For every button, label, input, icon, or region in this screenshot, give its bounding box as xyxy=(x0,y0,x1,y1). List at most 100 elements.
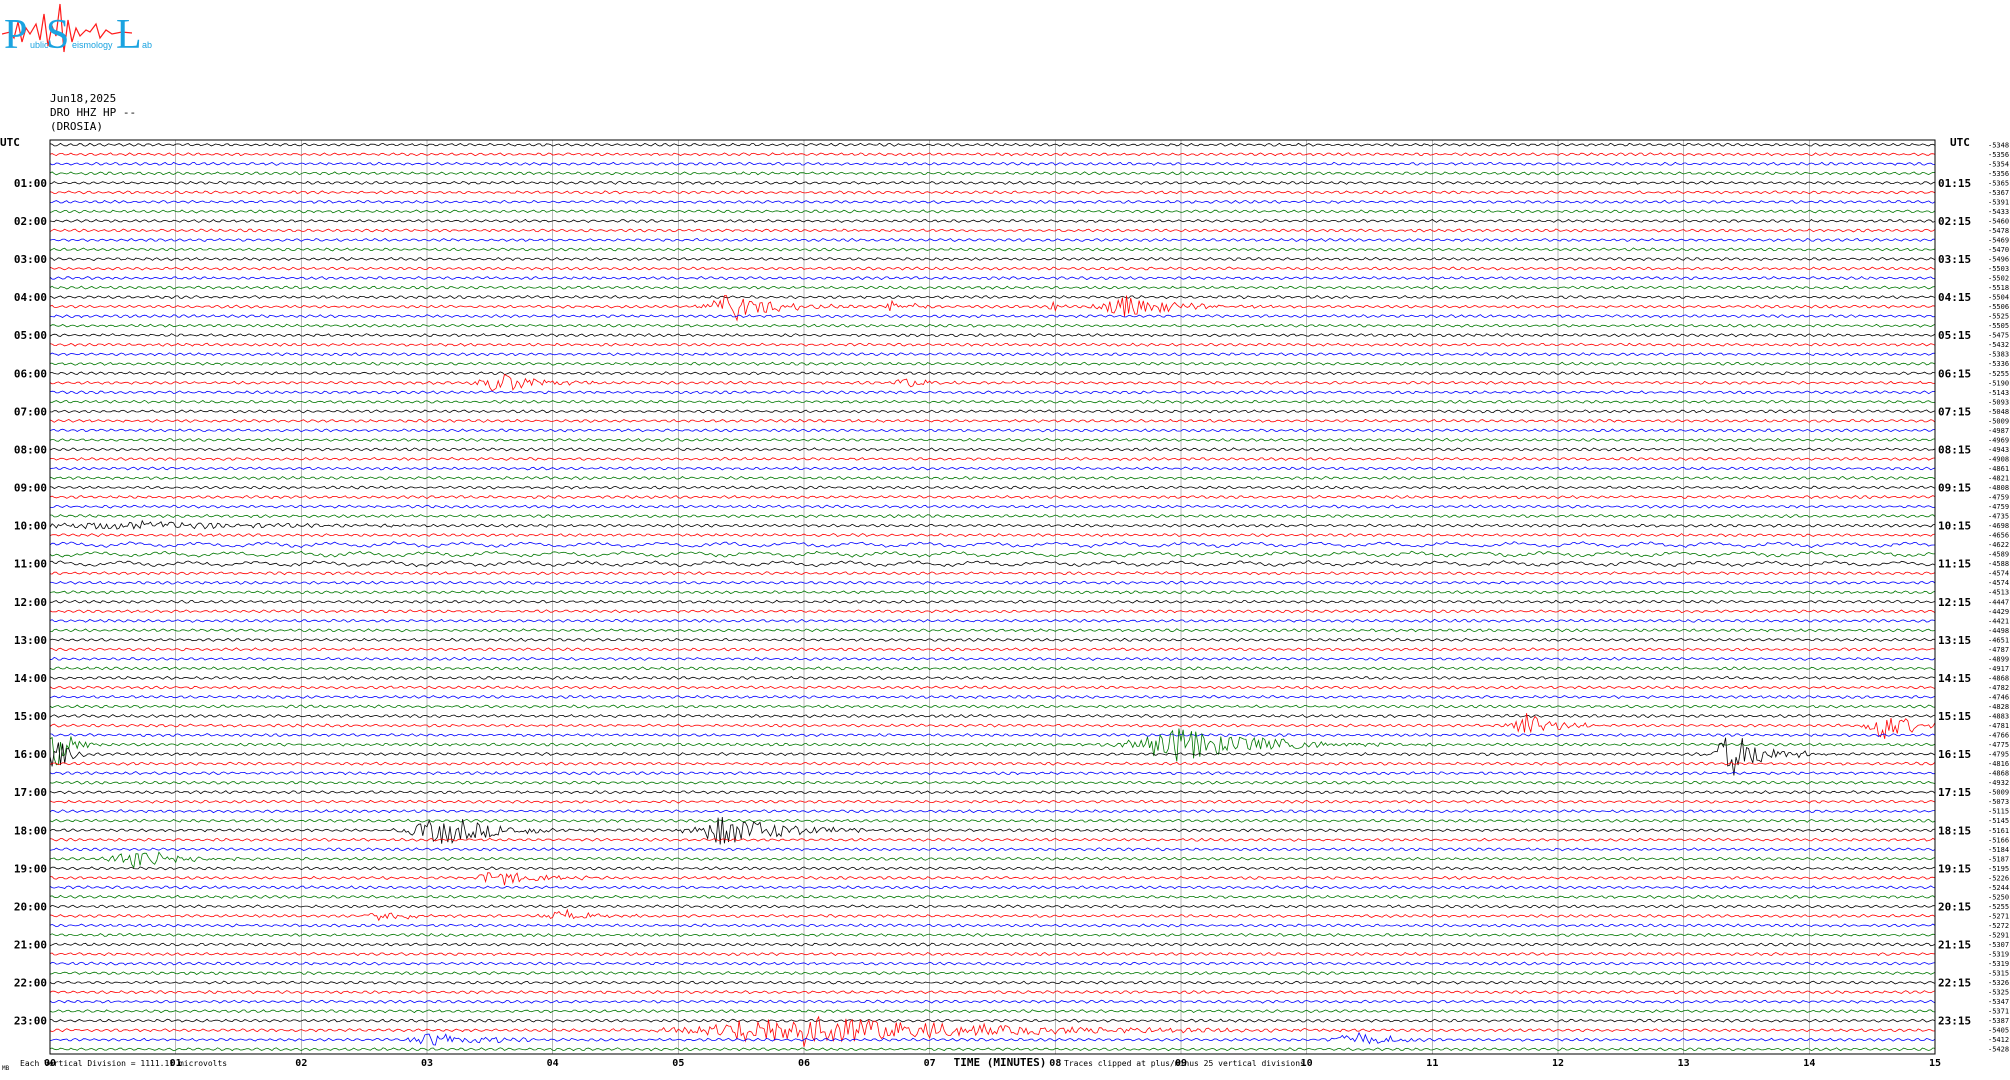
trace-offset-label: -5428 xyxy=(1988,1046,2009,1054)
trace-offset-label: -5326 xyxy=(1988,979,2009,987)
seismic-trace-66 xyxy=(49,771,1935,776)
seismic-trace-31 xyxy=(49,437,1936,442)
seismic-trace-73 xyxy=(49,837,1936,842)
trace-offset-label: -5145 xyxy=(1988,817,2009,825)
seismic-trace-60 xyxy=(49,714,1936,718)
seismic-trace-46 xyxy=(49,580,1936,585)
trace-offset-label: -5478 xyxy=(1988,227,2009,235)
trace-offset-label: -5336 xyxy=(1988,360,2009,368)
trace-offset-label: -4868 xyxy=(1988,770,2009,778)
x-tick-label: 14 xyxy=(1803,1058,1815,1069)
left-hour-label: 21:00 xyxy=(14,939,47,952)
trace-offset-label: -5348 xyxy=(1988,141,2009,149)
seismic-trace-58 xyxy=(49,695,1936,700)
right-hour-label: 09:15 xyxy=(1938,482,1971,495)
seismic-trace-48 xyxy=(50,599,1936,604)
trace-offset-label: -5504 xyxy=(1988,294,2009,302)
seismic-trace-33 xyxy=(49,457,1936,461)
x-tick-label: 09 xyxy=(1175,1058,1187,1069)
left-hour-label: 22:00 xyxy=(14,977,47,990)
seismic-trace-51 xyxy=(49,628,1936,633)
right-hour-label: 07:15 xyxy=(1938,405,1971,418)
seismic-trace-86 xyxy=(49,961,1936,966)
trace-offset-label: -4421 xyxy=(1988,617,2009,625)
left-hour-label: 14:00 xyxy=(14,672,47,685)
trace-offset-label: -4943 xyxy=(1988,446,2009,454)
x-tick-label: 03 xyxy=(421,1058,433,1069)
right-hour-label: 05:15 xyxy=(1938,329,1971,342)
seismic-trace-85 xyxy=(49,951,1936,957)
seismic-trace-50 xyxy=(49,618,1936,623)
trace-offset-label: -4816 xyxy=(1988,760,2009,768)
trace-offset-label: -5009 xyxy=(1988,789,2009,797)
seismic-trace-1 xyxy=(49,152,1936,157)
trace-offset-label: -4821 xyxy=(1988,474,2009,482)
seismic-trace-5 xyxy=(49,190,1936,195)
seismic-trace-44 xyxy=(50,560,1936,568)
seismic-trace-94 xyxy=(49,1031,1936,1046)
trace-offset-label: -5255 xyxy=(1988,903,2009,911)
trace-offset-label: -4622 xyxy=(1988,541,2009,549)
trace-offset-label: -5319 xyxy=(1988,960,2009,968)
x-tick-label: 08 xyxy=(1049,1058,1061,1069)
seismic-traces xyxy=(49,142,1936,1052)
right-hour-label: 23:15 xyxy=(1938,1015,1971,1028)
seismic-trace-74 xyxy=(49,847,1936,852)
trace-offset-label: -5387 xyxy=(1988,1017,2009,1025)
trace-offset-label: -4651 xyxy=(1988,636,2009,644)
seismic-trace-84 xyxy=(49,942,1936,947)
scale-note: Each Vertical Division = 1111.11 microvo… xyxy=(20,1059,227,1068)
seismic-trace-35 xyxy=(49,476,1936,480)
left-hour-label: 02:00 xyxy=(14,215,47,228)
seismic-trace-75 xyxy=(49,851,1936,869)
logo-word-eismology: eismology xyxy=(72,40,113,50)
right-hour-label: 12:15 xyxy=(1938,596,1971,609)
header-station: (DROSIA) xyxy=(50,120,103,133)
seismic-trace-95 xyxy=(49,1047,1936,1052)
trace-offset-label: -4447 xyxy=(1988,598,2009,606)
trace-offset-label: -4795 xyxy=(1988,751,2009,759)
trace-offset-label: -5383 xyxy=(1988,351,2009,359)
seismic-trace-6 xyxy=(49,199,1936,204)
seismic-trace-70 xyxy=(49,809,1935,814)
header-date: Jun18,2025 xyxy=(50,92,117,105)
trace-offset-label: -5271 xyxy=(1988,912,2009,920)
trace-offset-label: -4498 xyxy=(1988,627,2009,635)
seismic-trace-52 xyxy=(49,637,1935,642)
seismic-trace-8 xyxy=(49,218,1936,223)
seismic-trace-29 xyxy=(49,418,1936,423)
seismic-trace-30 xyxy=(49,428,1936,433)
seismic-trace-64 xyxy=(49,737,1936,776)
right-hour-label: 18:15 xyxy=(1938,824,1971,837)
trace-offset-label: -4899 xyxy=(1988,655,2009,663)
seismic-trace-55 xyxy=(49,666,1936,671)
seismic-trace-19 xyxy=(49,323,1936,328)
seismic-trace-34 xyxy=(49,466,1936,471)
seismic-trace-88 xyxy=(49,980,1936,985)
seismic-trace-45 xyxy=(49,571,1936,576)
clip-note: Traces clipped at plus/minus 25 vertical… xyxy=(1064,1059,1305,1068)
left-utc-label: UTC xyxy=(0,136,20,149)
trace-offset-label: -5505 xyxy=(1988,322,2009,330)
seismic-trace-27 xyxy=(49,399,1936,404)
left-hour-label: 05:00 xyxy=(14,329,47,342)
logo-word-ublic: ublic xyxy=(30,40,49,50)
right-utc-label: UTC xyxy=(1950,136,1970,149)
corner-mark: MB xyxy=(2,1065,10,1072)
seismic-trace-69 xyxy=(49,799,1936,804)
seismic-trace-16 xyxy=(49,295,1936,300)
seismic-trace-40 xyxy=(49,519,1936,530)
seismic-trace-9 xyxy=(49,228,1936,233)
seismic-trace-3 xyxy=(49,171,1936,176)
x-tick-label: 13 xyxy=(1678,1058,1690,1069)
seismic-trace-57 xyxy=(49,685,1936,690)
seismic-trace-15 xyxy=(49,285,1936,290)
trace-offset-label: -5405 xyxy=(1988,1027,2009,1035)
x-tick-label: 12 xyxy=(1552,1058,1564,1069)
trace-offset-label: -4656 xyxy=(1988,532,2009,540)
seismic-trace-54 xyxy=(49,656,1936,661)
axis-labels: 00 01 02 03 04 05 06 07 08 09 10 11 12 13 14 15 01:00 02:… xyxy=(14,141,2009,1069)
seismic-trace-92 xyxy=(49,1018,1936,1023)
seismic-trace-89 xyxy=(49,990,1936,995)
right-hour-label: 08:15 xyxy=(1938,443,1971,456)
